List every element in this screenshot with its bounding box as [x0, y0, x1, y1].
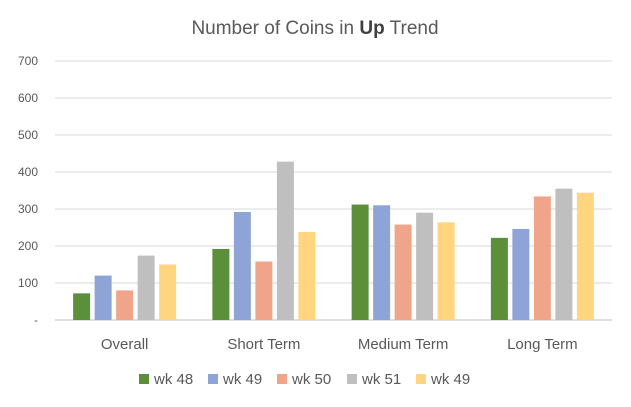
bar [255, 261, 273, 320]
bar [116, 290, 134, 320]
bar [94, 275, 112, 320]
bar [276, 161, 294, 320]
y-tick-label: 300 [18, 202, 38, 216]
bar [298, 231, 316, 320]
chart-title-part: Up [359, 18, 384, 39]
y-tick-label: 100 [18, 276, 38, 290]
x-tick-label: Overall [101, 336, 149, 353]
bar [394, 224, 412, 320]
bar [533, 196, 551, 320]
bar [159, 264, 177, 320]
bar [373, 205, 391, 320]
legend-label: wk 51 [361, 371, 401, 388]
bar [233, 211, 251, 320]
y-tick-label: 400 [18, 165, 38, 179]
bar [416, 212, 434, 320]
legend-swatch [277, 374, 287, 384]
x-axis-tick-labels: Overall Short Term Medium Term Long Term [101, 336, 578, 353]
y-tick-label: 600 [18, 91, 38, 105]
bar [555, 188, 573, 320]
x-tick-label: Short Term [227, 336, 300, 353]
chart-title: Number of Coins in Up Trend [191, 18, 438, 39]
chart-title-part: Trend [385, 18, 439, 39]
x-tick-label: Long Term [507, 336, 578, 353]
bar [137, 255, 155, 320]
y-tick-label: 200 [18, 239, 38, 253]
y-tick-label: 700 [18, 54, 38, 68]
y-tick-label: - [34, 313, 38, 327]
bar [212, 248, 230, 320]
bar [512, 228, 530, 320]
legend-label: wk 49 [222, 371, 262, 388]
legend-label: wk 50 [291, 371, 331, 388]
bar [437, 222, 455, 320]
y-axis-tick-labels: - 100 200 300 400 500 600 700 [18, 54, 38, 327]
bar [576, 192, 594, 320]
legend: wk 48 wk 49 wk 50 wk 51 wk 49 [139, 371, 470, 388]
chart-title-part: Number of Coins in [191, 18, 359, 39]
legend-label: wk 48 [153, 371, 193, 388]
legend-swatch [208, 374, 218, 384]
x-tick-label: Medium Term [358, 336, 449, 353]
bar [490, 237, 508, 320]
bars [73, 161, 594, 320]
y-tick-label: 500 [18, 128, 38, 142]
bar [351, 204, 369, 320]
legend-swatch [347, 374, 357, 384]
legend-swatch [416, 374, 426, 384]
bar [73, 293, 91, 320]
legend-swatch [139, 374, 149, 384]
legend-label: wk 49 [430, 371, 470, 388]
